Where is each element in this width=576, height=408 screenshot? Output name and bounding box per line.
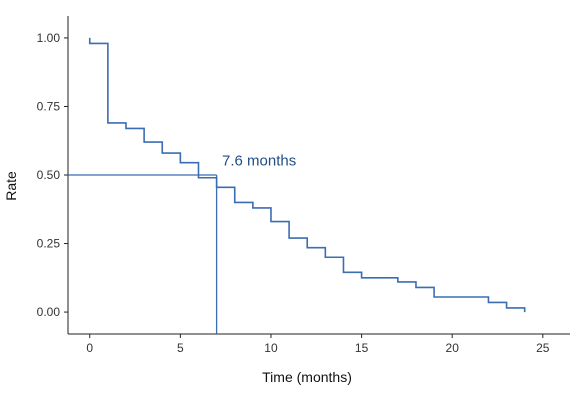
y-axis-ticks: 0.00 0.25 0.50 0.75 1.00 [37,31,68,319]
y-tick-label: 0.25 [37,237,61,251]
x-axis-ticks: 0 5 10 15 20 25 [86,334,550,355]
x-tick-label: 0 [86,341,93,355]
y-tick-label: 0.75 [37,99,61,113]
y-tick-label: 0.00 [37,305,61,319]
y-axis-title: Rate [3,171,19,201]
x-tick-label: 10 [264,341,278,355]
x-tick-label: 15 [355,341,369,355]
y-tick-label: 0.50 [37,168,61,182]
x-axis-title: Time (months) [262,369,352,385]
x-tick-label: 5 [177,341,184,355]
y-tick-label: 1.00 [37,31,61,45]
x-tick-label: 25 [536,341,550,355]
survival-step-line [88,37,526,313]
plot-area [68,37,526,334]
median-annotation: 7.6 months [222,152,296,169]
x-tick-label: 20 [446,341,460,355]
